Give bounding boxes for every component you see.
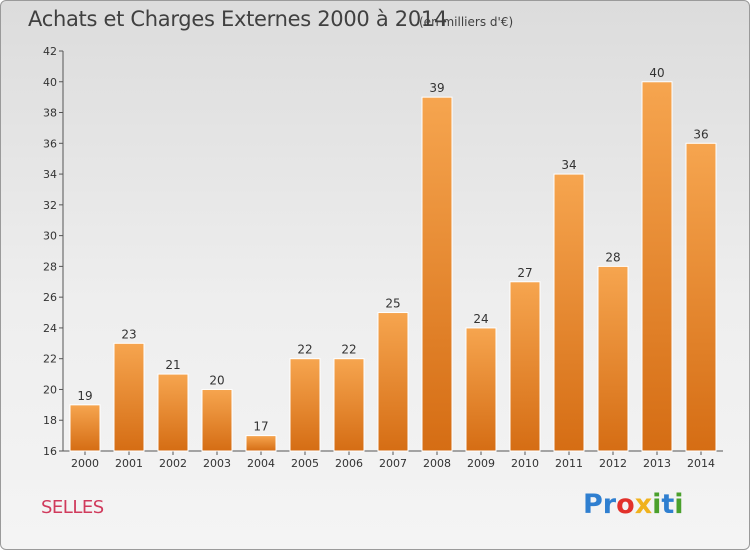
y-tick-label: 22	[43, 353, 57, 366]
x-tick-label: 2009	[467, 457, 495, 470]
bar	[685, 142, 717, 452]
bar-value-label: 25	[385, 297, 400, 311]
bar-value-label: 22	[297, 343, 312, 357]
bar-value-label: 22	[341, 343, 356, 357]
bar	[553, 173, 585, 452]
logo-letter: t	[661, 489, 675, 520]
x-tick-label: 2003	[203, 457, 231, 470]
y-tick-label: 20	[43, 383, 57, 396]
bar-value-label: 23	[121, 327, 136, 341]
chart-title: Achats et Charges Externes 2000 à 2014	[28, 7, 448, 31]
bar-value-label: 20	[209, 373, 224, 387]
bar	[113, 342, 145, 452]
bar-value-label: 28	[605, 250, 620, 264]
logo-letter: i	[674, 489, 684, 520]
y-tick-label: 36	[43, 137, 57, 150]
y-tick-label: 30	[43, 230, 57, 243]
chart-unit: (en milliers d'€)	[419, 15, 514, 29]
bar-value-label: 39	[429, 81, 444, 95]
x-tick-label: 2013	[643, 457, 671, 470]
y-tick-label: 16	[43, 445, 57, 458]
bar	[289, 358, 321, 452]
x-tick-label: 2001	[115, 457, 143, 470]
bar-value-label: 40	[649, 66, 664, 80]
bar-value-label: 17	[253, 420, 268, 434]
bar-value-label: 21	[165, 358, 180, 372]
bar	[509, 281, 541, 452]
bar	[597, 265, 629, 452]
bar	[69, 404, 101, 452]
x-tick-label: 2011	[555, 457, 583, 470]
bar	[377, 312, 409, 452]
y-tick-label: 26	[43, 291, 57, 304]
bar	[641, 81, 673, 452]
logo-letter: x	[634, 489, 653, 520]
y-tick-label: 32	[43, 199, 57, 212]
y-tick-label: 24	[43, 322, 57, 335]
logo-letter: o	[616, 489, 635, 520]
bar-value-label: 27	[517, 266, 532, 280]
y-tick-label: 38	[43, 107, 57, 120]
x-tick-label: 2005	[291, 457, 319, 470]
bar	[465, 327, 497, 452]
bar-value-label: 36	[693, 127, 708, 141]
logo-letter: P	[583, 489, 603, 520]
commune-name: SELLES	[41, 497, 104, 518]
bar	[245, 435, 277, 452]
x-tick-label: 2007	[379, 457, 407, 470]
y-tick-label: 42	[43, 45, 57, 58]
logo-letter: i	[652, 489, 662, 520]
bar	[333, 358, 365, 452]
bar	[201, 388, 233, 452]
x-tick-label: 2008	[423, 457, 451, 470]
bar-value-label: 19	[77, 389, 92, 403]
bar	[421, 96, 453, 452]
bar	[157, 373, 189, 452]
x-tick-label: 2006	[335, 457, 363, 470]
bar-value-label: 34	[561, 158, 576, 172]
x-tick-label: 2000	[71, 457, 99, 470]
x-tick-label: 2012	[599, 457, 627, 470]
y-tick-label: 40	[43, 76, 57, 89]
y-tick-label: 18	[43, 414, 57, 427]
x-tick-label: 2010	[511, 457, 539, 470]
x-tick-label: 2002	[159, 457, 187, 470]
x-tick-label: 2014	[687, 457, 715, 470]
y-tick-label: 28	[43, 260, 57, 273]
logo-letter: r	[602, 489, 617, 520]
bar-value-label: 24	[473, 312, 488, 326]
x-tick-label: 2004	[247, 457, 275, 470]
proxiti-logo: Proxiti	[583, 489, 684, 520]
y-tick-label: 34	[43, 168, 57, 181]
